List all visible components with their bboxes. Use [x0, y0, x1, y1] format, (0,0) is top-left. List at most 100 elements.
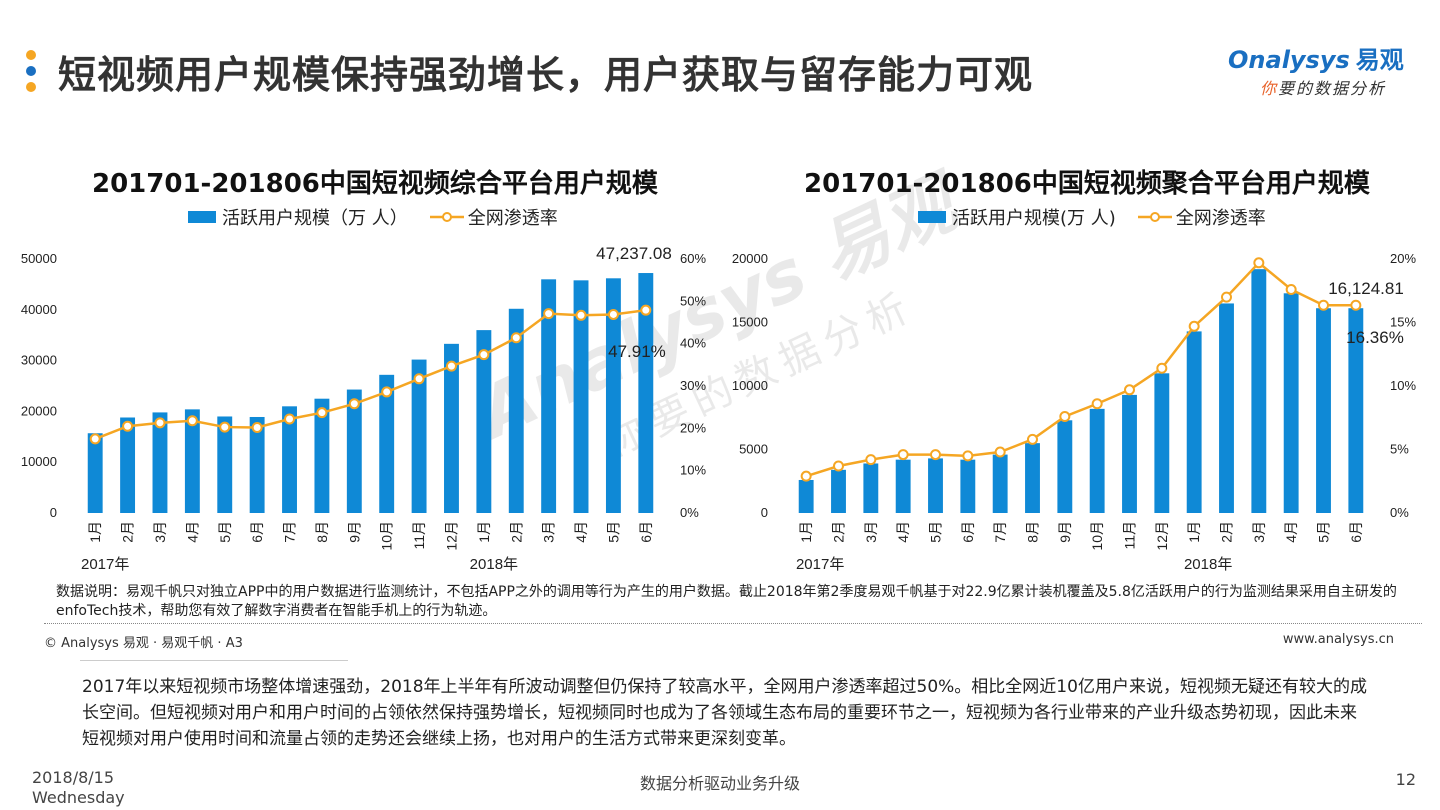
chart2-x-tick: 9月	[1057, 521, 1073, 543]
chart1-line-point	[122, 420, 134, 432]
chart2-legend: 活跃用户规模(万 人) 全网渗透率	[918, 204, 1266, 230]
chart2-y-tick-right: 20%	[1390, 251, 1416, 266]
bullet-dot	[26, 66, 36, 76]
chart1-y-tick-left: 20000	[21, 403, 57, 418]
chart2-bar	[960, 459, 976, 513]
chart2-x-tick: 6月	[960, 521, 976, 543]
chart1-y-tick-right: 0%	[680, 505, 699, 520]
chart2-line-point	[800, 470, 812, 482]
chart1-y-tick-left: 50000	[21, 251, 57, 266]
chart1-y-tick-left: 0	[50, 505, 57, 520]
chart1-bar	[411, 359, 427, 513]
chart2-bar	[1025, 443, 1040, 513]
chart1-x-tick: 2月	[120, 521, 136, 543]
chart1-line-point	[284, 413, 296, 425]
chart1-plot: 0 10000 20000 30000 40000 50000 0% 10% 20% 30% 40%…	[21, 244, 707, 573]
chart2-line-point	[1253, 257, 1265, 269]
chart1-x-tick: 10月	[379, 521, 395, 551]
chart1-x-tick: 5月	[217, 521, 233, 543]
chart2-line-point	[1350, 299, 1362, 311]
summary-text: 2017年以来短视频市场整体增速强劲，2018年上半年有所波动调整但仍保持了较高…	[82, 677, 1367, 749]
summary-divider	[80, 660, 348, 661]
chart1-bar	[541, 279, 557, 513]
chart2-x-tick: 6月	[1348, 521, 1364, 543]
chart2-bar	[992, 454, 1008, 513]
footer-slogan: 数据分析驱动业务升级	[639, 774, 800, 793]
chart1-line-point	[381, 386, 393, 398]
chart1-bar	[217, 416, 233, 513]
legend-line-swatch	[1137, 212, 1172, 222]
chart2-y-tick-left: 5000	[739, 442, 768, 457]
page-title: 短视频用户规模保持强劲增长，用户获取与留存能力可观	[58, 53, 1034, 97]
chart1-line-point	[154, 417, 166, 429]
chart1-bar	[249, 416, 265, 513]
chart1-line-point	[510, 332, 522, 344]
chart1-x-tick: 11月	[411, 521, 427, 550]
chart2-bar	[1154, 373, 1170, 513]
chart2-line-point	[1059, 410, 1071, 422]
chart1-bar	[87, 433, 103, 513]
chart1-y-tick-right: 60%	[680, 251, 706, 266]
footer-date: 2018/8/15 Wednesday	[32, 768, 125, 808]
chart2-bar	[1251, 269, 1267, 513]
chart1-line-point	[89, 433, 101, 445]
chart2-title: 201701-201806中国短视频聚合平台用户规模	[804, 169, 1370, 199]
chart1-line-point	[316, 407, 328, 419]
chart2-line-point	[1318, 299, 1329, 311]
chart2-line-point	[865, 454, 877, 466]
page-number: 12	[1395, 770, 1416, 789]
chart1-line-point	[413, 373, 425, 385]
chart2-x-tick: 8月	[1025, 521, 1041, 543]
chart1-y-tick-right: 10%	[680, 463, 706, 478]
chart1-line-point	[251, 421, 263, 433]
chart1-title: 201701-201806中国短视频综合平台用户规模	[92, 169, 658, 199]
chart2-legend-line-label: 全网渗透率	[1175, 208, 1266, 229]
chart1-bar	[120, 417, 136, 513]
chart2-bar	[1089, 408, 1105, 513]
website-link[interactable]: www.analysys.cn	[1282, 632, 1394, 647]
chart2-x-tick: 7月	[992, 521, 1008, 543]
chart2-line-point	[962, 450, 974, 462]
chart2-bar	[863, 463, 879, 513]
chart1-y-tick-right: 20%	[680, 420, 706, 435]
chart1-line-point	[219, 421, 231, 433]
chart1-bar	[476, 330, 492, 513]
chart1-line-point	[640, 304, 652, 316]
chart1-y-tick-left: 10000	[21, 454, 57, 469]
bullet-dot	[26, 82, 36, 92]
chart1-x-tick: 1月	[87, 521, 103, 543]
logo-tagline-first: 你	[1260, 79, 1279, 98]
chart2-year-label: 2017年	[796, 556, 844, 573]
legend-line-swatch	[429, 212, 464, 222]
chart2-y-tick-left: 0	[761, 505, 768, 520]
chart1-bar	[152, 412, 168, 513]
chart2-x-tick: 11月	[1122, 521, 1138, 550]
analysys-logo: Onalysys 易观 你要的数据分析	[1228, 40, 1418, 100]
chart1-line-point	[348, 398, 360, 410]
data-note: 数据说明：易观千帆只对独立APP中的用户数据进行监测统计，不包括APP之外的调用…	[56, 584, 1397, 619]
chart1-line-point	[607, 308, 619, 320]
chart2-bar	[1186, 331, 1202, 513]
chart1-x-tick: 8月	[314, 521, 330, 543]
chart1-legend: 活跃用户规模（万 人） 全网渗透率	[188, 204, 558, 230]
chart2-x-tick: 10月	[1089, 521, 1105, 551]
chart1-x-tick: 6月	[249, 521, 265, 543]
chart2-x-tick: 5月	[1316, 521, 1332, 543]
chart1-x-tick: 2月	[508, 521, 524, 543]
chart1-x-tick: 4月	[184, 521, 200, 543]
chart2-penetration-line	[805, 261, 1356, 478]
chart2-year-label: 2018年	[1184, 556, 1232, 573]
chart1-bar-value-label: 47,237.08	[596, 244, 672, 263]
chart1-legend-bar-label: 活跃用户规模（万 人）	[222, 208, 408, 229]
chart1-penetration-line	[94, 308, 646, 441]
chart2-x-tick: 5月	[928, 521, 944, 543]
chart1-line-point	[543, 308, 555, 320]
chart2-bar	[895, 459, 911, 513]
chart1-y-tick-right: 40%	[680, 336, 706, 351]
chart1-bar	[638, 273, 654, 513]
chart2-x-tick: 2月	[831, 521, 847, 543]
chart2-line-point	[1156, 362, 1168, 374]
chart2-y-tick-left: 10000	[732, 378, 768, 393]
logo-tagline-rest: 要的数据分析	[1278, 79, 1387, 98]
chart2-bar	[928, 458, 943, 513]
